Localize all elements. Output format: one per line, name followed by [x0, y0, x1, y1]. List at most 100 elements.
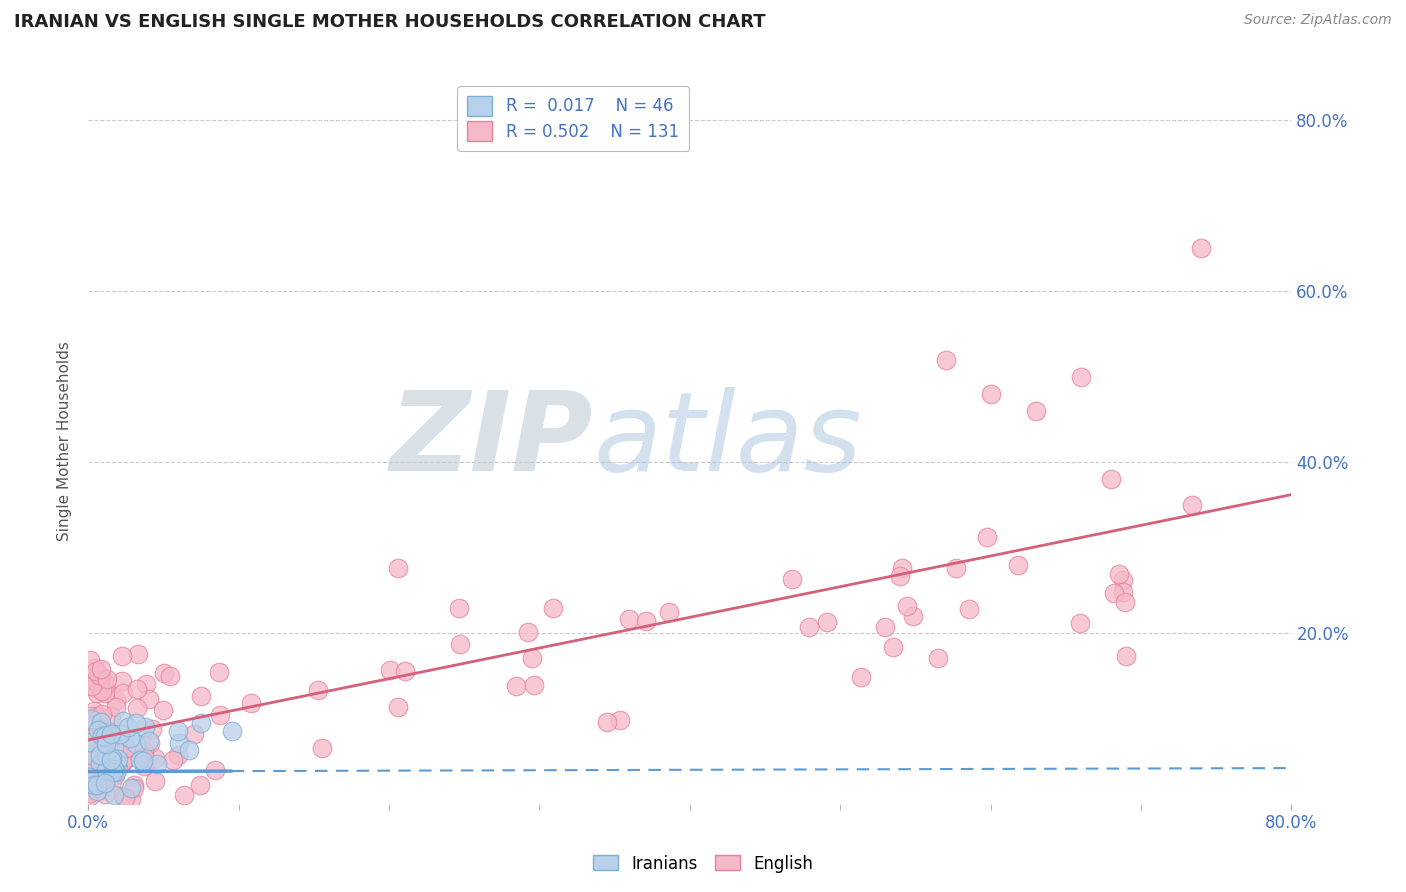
Point	[107, 745, 129, 759]
Point	[177, 743, 200, 757]
Point	[98, 763, 121, 777]
Point	[79, 721, 101, 735]
Point	[86, 778, 108, 792]
Point	[112, 754, 135, 768]
Point	[127, 647, 149, 661]
Point	[94, 775, 117, 789]
Point	[105, 692, 128, 706]
Point	[114, 790, 136, 805]
Point	[138, 691, 160, 706]
Point	[162, 753, 184, 767]
Point	[1108, 566, 1130, 581]
Point	[118, 731, 141, 746]
Point	[143, 773, 166, 788]
Point	[159, 668, 181, 682]
Text: IRANIAN VS ENGLISH SINGLE MOTHER HOUSEHOLDS CORRELATION CHART: IRANIAN VS ENGLISH SINGLE MOTHER HOUSEHO…	[14, 13, 766, 31]
Point	[111, 714, 134, 729]
Point	[94, 686, 117, 700]
Point	[98, 725, 121, 739]
Point	[86, 726, 108, 740]
Point	[80, 748, 103, 763]
Point	[101, 765, 124, 780]
Point	[115, 741, 138, 756]
Point	[94, 764, 117, 778]
Point	[127, 681, 149, 696]
Point	[80, 712, 103, 726]
Point	[80, 679, 103, 693]
Point	[94, 677, 117, 691]
Point	[96, 748, 118, 763]
Point	[387, 561, 409, 575]
Point	[79, 708, 101, 723]
Point	[957, 602, 980, 616]
Point	[378, 663, 401, 677]
Point	[91, 770, 114, 784]
Point	[100, 708, 122, 723]
Point	[100, 727, 122, 741]
Point	[87, 723, 110, 738]
Point	[875, 620, 897, 634]
Point	[520, 651, 543, 665]
Legend: Iranians, English: Iranians, English	[586, 848, 820, 880]
Point	[221, 724, 243, 739]
Point	[449, 637, 471, 651]
Point	[80, 712, 103, 726]
Point	[173, 788, 195, 802]
Point	[143, 751, 166, 765]
Point	[889, 569, 911, 583]
Point	[1114, 595, 1136, 609]
Point	[90, 684, 112, 698]
Point	[882, 640, 904, 655]
Point	[83, 778, 105, 792]
Point	[79, 789, 101, 803]
Point	[111, 789, 134, 804]
Point	[90, 782, 112, 797]
Point	[447, 600, 470, 615]
Point	[86, 709, 108, 723]
Point	[89, 756, 111, 771]
Point	[307, 682, 329, 697]
Point	[86, 725, 108, 739]
Point	[101, 751, 124, 765]
Point	[132, 744, 155, 758]
Point	[208, 708, 231, 723]
Point	[124, 780, 146, 795]
Point	[91, 723, 114, 738]
Text: ZIP: ZIP	[389, 387, 593, 494]
Point	[934, 352, 956, 367]
Point	[134, 720, 156, 734]
Point	[107, 761, 129, 775]
Point	[129, 753, 152, 767]
Point	[1007, 558, 1029, 572]
Point	[1069, 616, 1091, 631]
Text: Source: ZipAtlas.com: Source: ZipAtlas.com	[1244, 13, 1392, 28]
Point	[1115, 649, 1137, 664]
Point	[80, 735, 103, 749]
Point	[609, 713, 631, 727]
Point	[190, 689, 212, 703]
Point	[1112, 584, 1135, 599]
Point	[204, 763, 226, 777]
Point	[596, 714, 619, 729]
Point	[79, 770, 101, 784]
Point	[132, 750, 155, 764]
Point	[780, 572, 803, 586]
Point	[100, 764, 122, 779]
Point	[101, 774, 124, 789]
Point	[104, 768, 127, 782]
Point	[93, 729, 115, 743]
Point	[79, 786, 101, 800]
Point	[94, 737, 117, 751]
Point	[111, 755, 134, 769]
Point	[103, 789, 125, 803]
Point	[91, 756, 114, 770]
Point	[167, 736, 190, 750]
Point	[849, 670, 872, 684]
Point	[980, 386, 1002, 401]
Point	[82, 738, 104, 752]
Point	[797, 619, 820, 633]
Point	[127, 701, 149, 715]
Point	[91, 729, 114, 743]
Point	[134, 759, 156, 773]
Point	[84, 760, 107, 774]
